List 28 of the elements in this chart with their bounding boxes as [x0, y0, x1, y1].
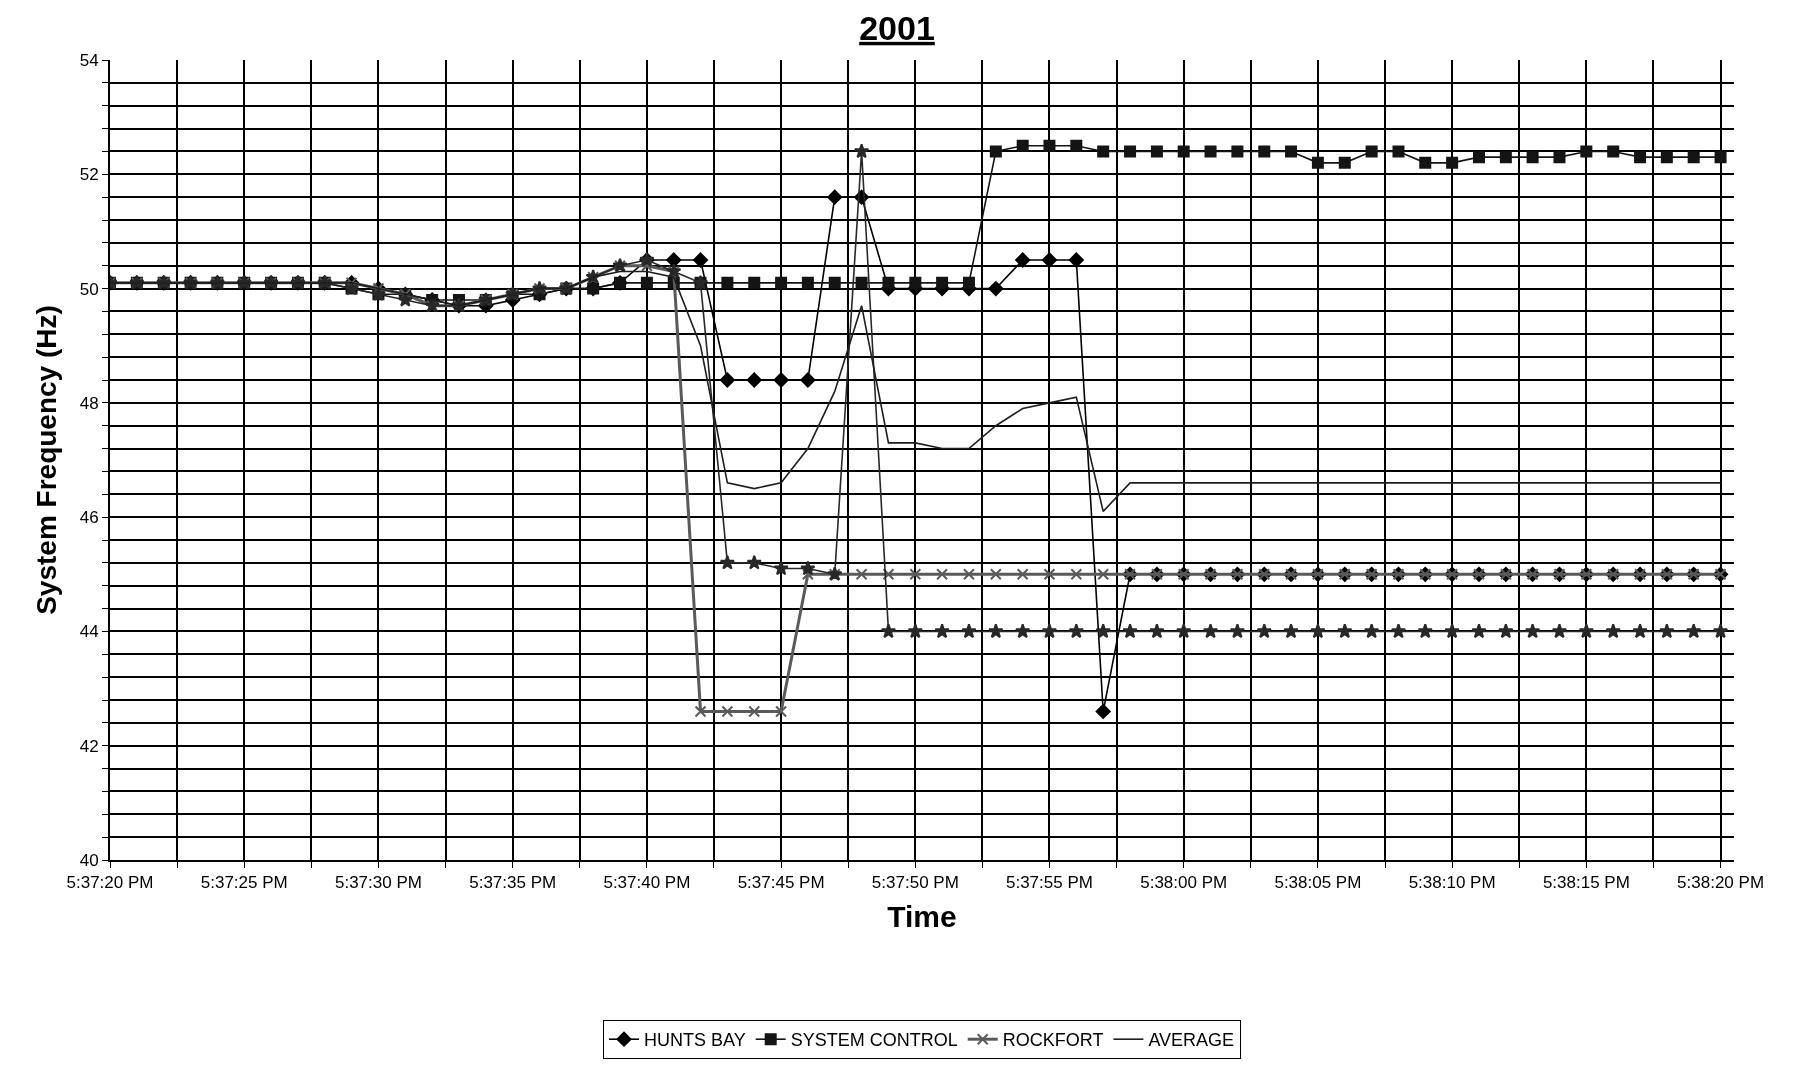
x-tick-label: 5:37:45 PM [737, 873, 825, 893]
x-tick-label: 5:37:40 PM [603, 873, 691, 893]
y-tick-label: 40 [79, 850, 99, 870]
y-tick-label: 44 [79, 622, 99, 642]
y-tick-label: 52 [79, 165, 99, 185]
x-tick-label: 5:38:15 PM [1542, 873, 1630, 893]
x-tick-label: 5:37:20 PM [66, 873, 154, 893]
chart-title: 2001 [859, 8, 935, 47]
x-tick-label: 5:37:55 PM [1005, 873, 1093, 893]
x-tick-label: 5:37:30 PM [334, 873, 422, 893]
x-tick-label: 5:38:10 PM [1408, 873, 1496, 893]
y-tick-label: 50 [79, 279, 99, 299]
x-axis-title: Time [887, 900, 957, 934]
y-tick-label: 46 [79, 508, 99, 528]
y-axis-title: System Frequency (Hz) [30, 305, 62, 615]
y-tick-label: 54 [79, 50, 99, 70]
y-tick-label: 42 [79, 736, 99, 756]
y-tick-label: 48 [79, 393, 99, 413]
legend-label: ROCKFORT [1002, 1030, 1104, 1051]
x-tick-label: 5:37:25 PM [200, 873, 288, 893]
x-tick-label: 5:37:35 PM [469, 873, 557, 893]
x-tick-label: 5:37:50 PM [871, 873, 959, 893]
legend-label: HUNTS BAY [644, 1030, 746, 1051]
x-tick-label: 5:38:00 PM [1140, 873, 1228, 893]
x-tick-label: 5:38:05 PM [1274, 873, 1362, 893]
legend-label: AVERAGE [1148, 1030, 1235, 1051]
x-tick-label: 5:38:20 PM [1677, 873, 1765, 893]
legend-label: SYSTEM CONTROL [790, 1030, 958, 1051]
